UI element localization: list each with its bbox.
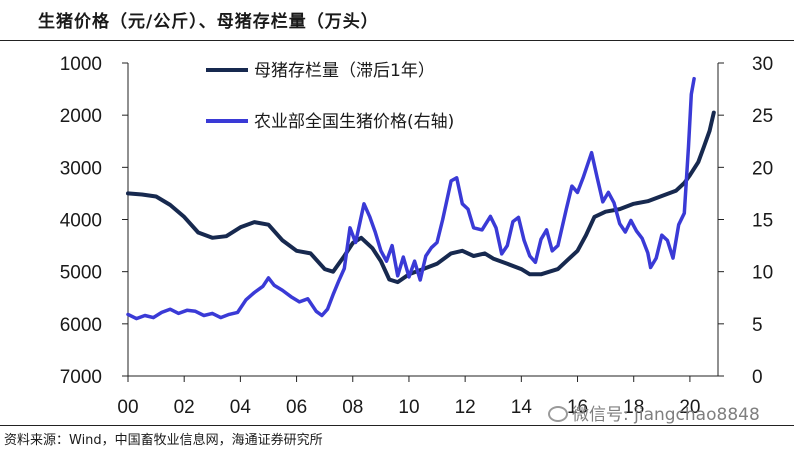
x-tick-label: 16 bbox=[567, 397, 588, 418]
right-tick-label: 25 bbox=[752, 106, 773, 127]
chart: 1000200030004000500060007000302520151050… bbox=[60, 54, 773, 418]
series-line-sow-inventory bbox=[126, 110, 716, 285]
footer-divider bbox=[0, 425, 794, 426]
left-tick-label: 5000 bbox=[60, 263, 102, 284]
x-tick-label: 14 bbox=[511, 397, 533, 418]
left-tick-label: 7000 bbox=[60, 367, 102, 388]
right-tick-label: 20 bbox=[752, 158, 773, 179]
x-tick-label: 02 bbox=[174, 397, 195, 418]
watermark-text: 微信号: jiangchao8848 bbox=[572, 405, 760, 425]
right-tick-label: 15 bbox=[752, 211, 773, 232]
left-tick-label: 2000 bbox=[60, 106, 102, 127]
wechat-icon bbox=[548, 406, 568, 422]
x-tick-label: 12 bbox=[455, 397, 476, 418]
x-tick-label: 20 bbox=[679, 397, 700, 418]
left-tick-label: 6000 bbox=[60, 315, 102, 336]
x-tick-label: 00 bbox=[117, 397, 138, 418]
x-tick-label: 06 bbox=[286, 397, 307, 418]
watermark: 微信号: jiangchao8848 bbox=[548, 400, 760, 425]
left-tick-label: 1000 bbox=[60, 54, 102, 75]
right-tick-label: 10 bbox=[752, 263, 773, 284]
left-tick-label: 4000 bbox=[60, 211, 102, 232]
x-tick-label: 10 bbox=[398, 397, 419, 418]
x-tick-label: 18 bbox=[623, 397, 644, 418]
left-tick-label: 3000 bbox=[60, 158, 102, 179]
source-note: 资料来源：Wind，中国畜牧业信息网，海通证券研究所 bbox=[4, 433, 323, 448]
title-divider bbox=[0, 40, 794, 41]
x-tick-label: 08 bbox=[342, 397, 363, 418]
series-line-hog-price bbox=[126, 76, 696, 321]
right-tick-label: 30 bbox=[752, 54, 773, 75]
legend-label: 农业部全国生猪价格(右轴) bbox=[254, 112, 454, 132]
right-tick-label: 0 bbox=[752, 367, 763, 388]
legend-label: 母猪存栏量（滞后1年） bbox=[254, 61, 435, 81]
right-tick-label: 5 bbox=[752, 315, 763, 336]
x-tick-label: 04 bbox=[230, 397, 252, 418]
chart-title: 生猪价格（元/公斤）、母猪存栏量（万头） bbox=[38, 12, 379, 32]
